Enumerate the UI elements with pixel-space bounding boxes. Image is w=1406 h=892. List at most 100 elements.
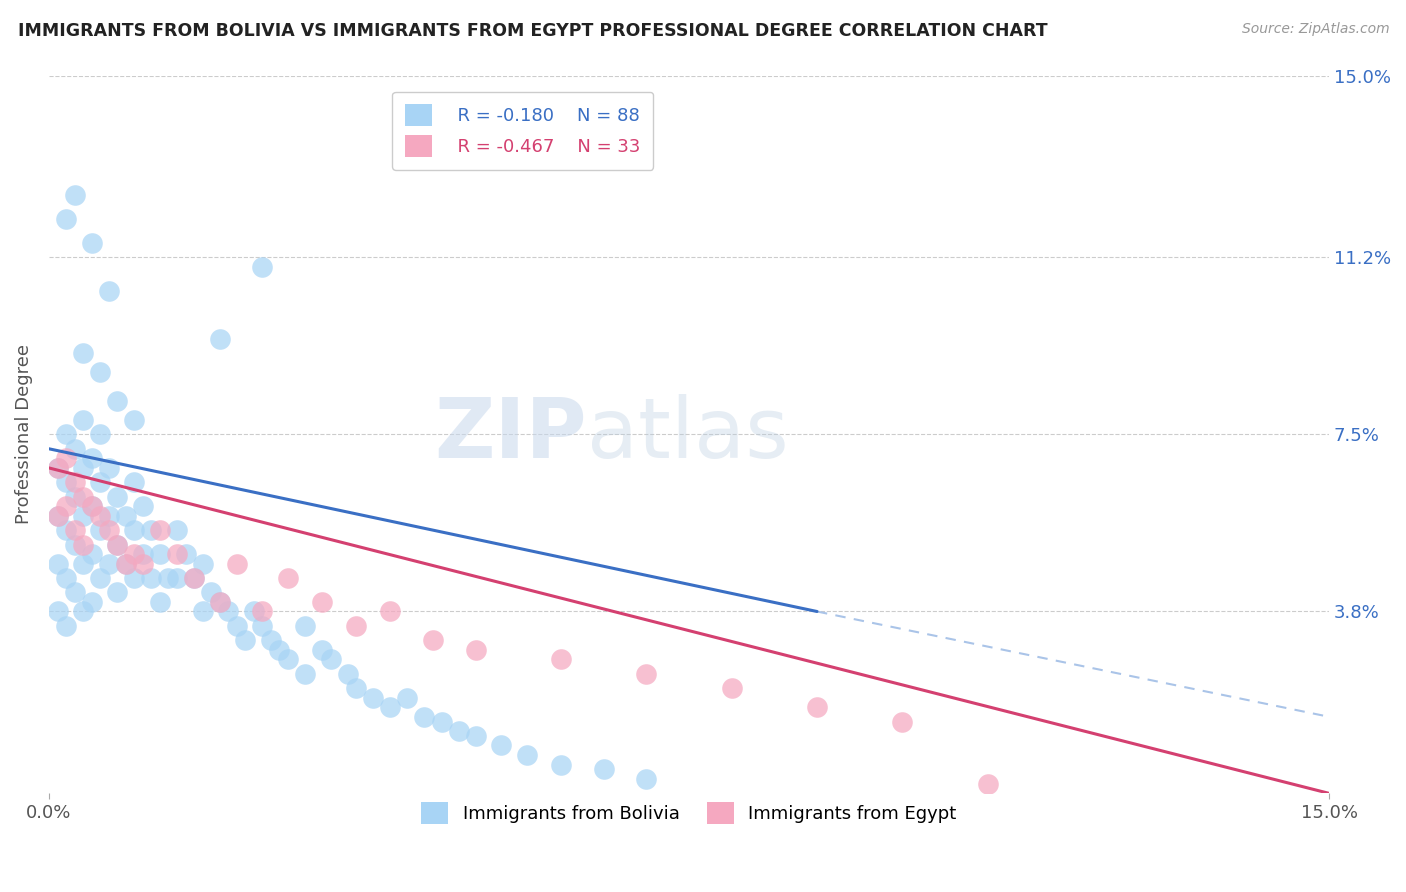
Point <box>157 571 180 585</box>
Point <box>55 451 77 466</box>
Point <box>63 475 86 490</box>
Point <box>294 619 316 633</box>
Point <box>550 757 572 772</box>
Point <box>149 547 172 561</box>
Point <box>277 571 299 585</box>
Point <box>80 595 103 609</box>
Point <box>191 557 214 571</box>
Point <box>141 523 163 537</box>
Point <box>63 537 86 551</box>
Point <box>422 633 444 648</box>
Point <box>63 523 86 537</box>
Point <box>114 557 136 571</box>
Point <box>430 714 453 729</box>
Point <box>97 557 120 571</box>
Point <box>447 724 470 739</box>
Point <box>344 681 367 695</box>
Point <box>55 427 77 442</box>
Point <box>105 393 128 408</box>
Point <box>63 490 86 504</box>
Point <box>174 547 197 561</box>
Point <box>233 633 256 648</box>
Point <box>55 212 77 227</box>
Point <box>396 690 419 705</box>
Point <box>72 557 94 571</box>
Point <box>124 523 146 537</box>
Point <box>149 595 172 609</box>
Point <box>89 365 111 379</box>
Point <box>89 523 111 537</box>
Point <box>319 652 342 666</box>
Point <box>413 710 436 724</box>
Point <box>183 571 205 585</box>
Point <box>124 547 146 561</box>
Text: Source: ZipAtlas.com: Source: ZipAtlas.com <box>1241 22 1389 37</box>
Point <box>208 332 231 346</box>
Point <box>46 508 69 523</box>
Point <box>89 508 111 523</box>
Point <box>105 585 128 599</box>
Point <box>124 571 146 585</box>
Point <box>63 442 86 456</box>
Point <box>72 605 94 619</box>
Legend: Immigrants from Bolivia, Immigrants from Egypt: Immigrants from Bolivia, Immigrants from… <box>411 791 967 835</box>
Point <box>260 633 283 648</box>
Point <box>516 747 538 762</box>
Point <box>89 427 111 442</box>
Point <box>252 260 274 274</box>
Point <box>80 500 103 514</box>
Point <box>636 666 658 681</box>
Point <box>124 475 146 490</box>
Point <box>55 571 77 585</box>
Point <box>72 413 94 427</box>
Point <box>166 571 188 585</box>
Point <box>46 508 69 523</box>
Point <box>361 690 384 705</box>
Point <box>124 413 146 427</box>
Point <box>636 772 658 786</box>
Point <box>166 523 188 537</box>
Point <box>294 666 316 681</box>
Text: IMMIGRANTS FROM BOLIVIA VS IMMIGRANTS FROM EGYPT PROFESSIONAL DEGREE CORRELATION: IMMIGRANTS FROM BOLIVIA VS IMMIGRANTS FR… <box>18 22 1047 40</box>
Point <box>97 461 120 475</box>
Point <box>105 537 128 551</box>
Point <box>217 605 239 619</box>
Point <box>132 547 155 561</box>
Point <box>550 652 572 666</box>
Point <box>225 619 247 633</box>
Point <box>132 500 155 514</box>
Point <box>252 619 274 633</box>
Point <box>380 605 402 619</box>
Point <box>464 729 486 743</box>
Point <box>806 700 828 714</box>
Point <box>72 461 94 475</box>
Point <box>200 585 222 599</box>
Point <box>63 585 86 599</box>
Point <box>72 346 94 360</box>
Point <box>141 571 163 585</box>
Point <box>80 500 103 514</box>
Point <box>72 490 94 504</box>
Point <box>89 571 111 585</box>
Point <box>55 619 77 633</box>
Point <box>72 508 94 523</box>
Point <box>464 642 486 657</box>
Text: ZIP: ZIP <box>434 394 586 475</box>
Point <box>89 475 111 490</box>
Point <box>114 508 136 523</box>
Point <box>55 475 77 490</box>
Point <box>97 284 120 298</box>
Point <box>149 523 172 537</box>
Point <box>891 714 914 729</box>
Point <box>63 188 86 202</box>
Point <box>592 763 614 777</box>
Point <box>344 619 367 633</box>
Point <box>46 461 69 475</box>
Text: atlas: atlas <box>586 394 789 475</box>
Point <box>252 605 274 619</box>
Y-axis label: Professional Degree: Professional Degree <box>15 344 32 524</box>
Point <box>105 537 128 551</box>
Point <box>311 595 333 609</box>
Point <box>242 605 264 619</box>
Point <box>225 557 247 571</box>
